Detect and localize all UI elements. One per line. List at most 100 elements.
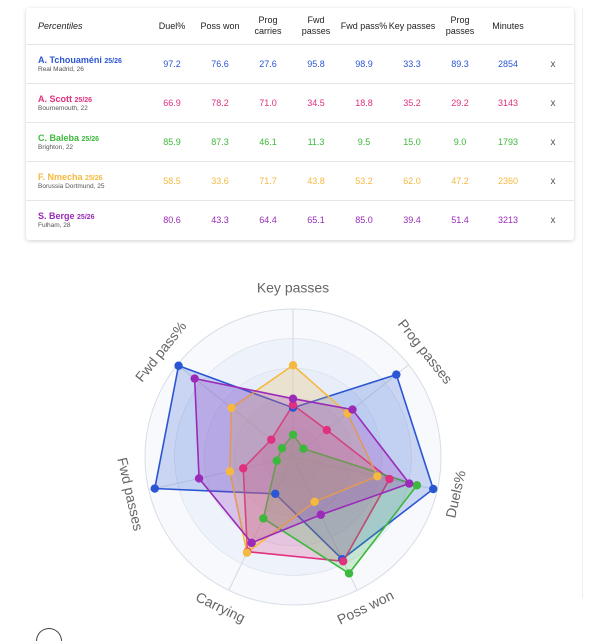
stat-cell: 2360 (484, 161, 532, 201)
player-row: A. Tchouaméni 25/26 Real Madrid, 26 97.2 76… (26, 44, 574, 84)
stat-cell: 47.2 (436, 161, 484, 201)
scrollbar-track[interactable] (582, 8, 583, 598)
series-point (150, 484, 159, 493)
stat-cell: 43.8 (292, 161, 340, 201)
series-point (310, 497, 319, 507)
series-point (288, 400, 298, 410)
series-point (412, 481, 422, 490)
header-col[interactable]: Duel% (148, 8, 196, 45)
header-col[interactable]: Poss won (196, 8, 244, 45)
stat-cell: 62.0 (388, 161, 436, 201)
player-team: Bournemouth, 22 (38, 105, 88, 112)
series-point (429, 484, 438, 494)
ball-icon (36, 628, 62, 641)
series-point (288, 361, 298, 370)
player-cell[interactable]: A. Scott 25/26 Bournemouth, 22 (26, 83, 148, 123)
player-row: F. Nmecha 25/26 Borussia Dortmund, 25 58.5… (26, 161, 574, 201)
player-row: S. Berge 25/26 Fulham, 28 80.6 43.3 64.4 65.1… (26, 201, 574, 240)
stat-cell: 27.6 (244, 44, 292, 84)
series-point (267, 435, 276, 444)
stat-cell: 43.3 (211, 215, 229, 225)
player-name: A. Tchouaméni (38, 55, 102, 65)
remove-player-icon[interactable]: x (532, 44, 574, 84)
header-col[interactable]: Minutes (484, 8, 532, 45)
radar-spoke (228, 456, 294, 591)
stat-cell: 29.2 (436, 83, 484, 123)
remove-player-icon[interactable]: x (532, 161, 574, 201)
player-name: C. Baleba (38, 133, 80, 143)
stat-cell: 65.1 (307, 215, 325, 225)
player-season: 25/26 (77, 214, 95, 221)
series-point (322, 425, 331, 435)
series-point (288, 394, 298, 403)
stat-cell: 87.3 (196, 122, 244, 162)
stat-cell: 33.3 (388, 44, 436, 84)
stat-cell: 33.6 (196, 161, 244, 201)
radar-spoke (292, 456, 358, 591)
player-team: Real Madrid, 26 (38, 66, 84, 73)
remove-player-icon[interactable]: x (550, 214, 556, 226)
stat-cell: 3143 (484, 83, 532, 123)
series-point (242, 548, 252, 557)
player-cell[interactable]: S. Berge 25/26 Fulham, 28 (26, 201, 148, 240)
player-cell[interactable]: C. Baleba 25/26 Brighton, 22 (26, 122, 148, 162)
player-team: Borussia Dortmund, 25 (38, 183, 105, 190)
stat-cell: 53.2 (340, 161, 388, 201)
series-point (190, 374, 199, 383)
header-percentiles: Percentiles (26, 8, 148, 45)
radar-chart: Key passes Prog passes Duels% Poss won Carry… (100, 272, 500, 632)
series-point (339, 557, 348, 566)
header-col[interactable]: Key passes (388, 8, 436, 45)
series-point (385, 474, 394, 484)
player-season: 25/26 (85, 175, 103, 182)
radar-spoke (148, 456, 294, 491)
player-name: S. Berge (38, 211, 75, 221)
stat-cell: 9.5 (340, 122, 388, 162)
header-col[interactable]: Prog passes (436, 8, 484, 45)
axis-label: Duels% (442, 469, 468, 520)
axis-label: Key passes (257, 280, 329, 296)
remove-player-icon[interactable]: x (532, 83, 574, 123)
header-blank (532, 8, 574, 45)
header-col[interactable]: Prog carries (244, 8, 292, 45)
series-point (392, 370, 401, 379)
stat-cell: 34.5 (292, 83, 340, 123)
stat-cell: 51.4 (451, 215, 469, 225)
player-cell[interactable]: A. Tchouaméni 25/26 Real Madrid, 26 (26, 44, 148, 84)
header-col[interactable]: Fwd pass% (340, 8, 388, 45)
series-point (299, 444, 308, 453)
stat-cell: 80.6 (163, 215, 181, 225)
series-point (247, 538, 256, 548)
stat-cell: 97.2 (148, 44, 196, 84)
player-season: 25/26 (81, 136, 100, 143)
series-area (228, 364, 379, 555)
player-cell[interactable]: F. Nmecha 25/26 Borussia Dortmund, 25 (26, 161, 148, 201)
stat-cell: 76.6 (196, 44, 244, 84)
stat-cell: 85.9 (148, 122, 196, 162)
series-area (193, 377, 411, 544)
stat-cell: 9.0 (436, 122, 484, 162)
series-point (272, 456, 281, 465)
player-season: 25/26 (74, 97, 93, 104)
stat-cell: 89.3 (436, 44, 484, 84)
player-row: C. Baleba 25/26 Brighton, 22 85.9 87.3 46.1 1… (26, 122, 574, 162)
stat-cell: 95.8 (292, 44, 340, 84)
remove-player-icon[interactable]: x (532, 122, 574, 162)
series-point (271, 489, 280, 499)
stat-cell: 64.4 (259, 215, 277, 225)
player-row: A. Scott 25/26 Bournemouth, 22 66.9 78.2 71.… (26, 83, 574, 123)
player-name: F. Nmecha (38, 172, 83, 182)
stat-cell: 85.0 (355, 215, 373, 225)
header-col[interactable]: Fwd passes (292, 8, 340, 45)
series-point (239, 464, 248, 473)
series-point (227, 403, 236, 413)
series-area (153, 364, 435, 561)
series-point (405, 479, 414, 488)
stat-cell: 98.9 (340, 44, 388, 84)
series-point (277, 444, 287, 453)
stat-cell: 46.1 (244, 122, 292, 162)
stat-cell: 71.7 (244, 161, 292, 201)
player-season: 25/26 (104, 58, 122, 65)
player-team: Fulham, 28 (38, 222, 71, 229)
